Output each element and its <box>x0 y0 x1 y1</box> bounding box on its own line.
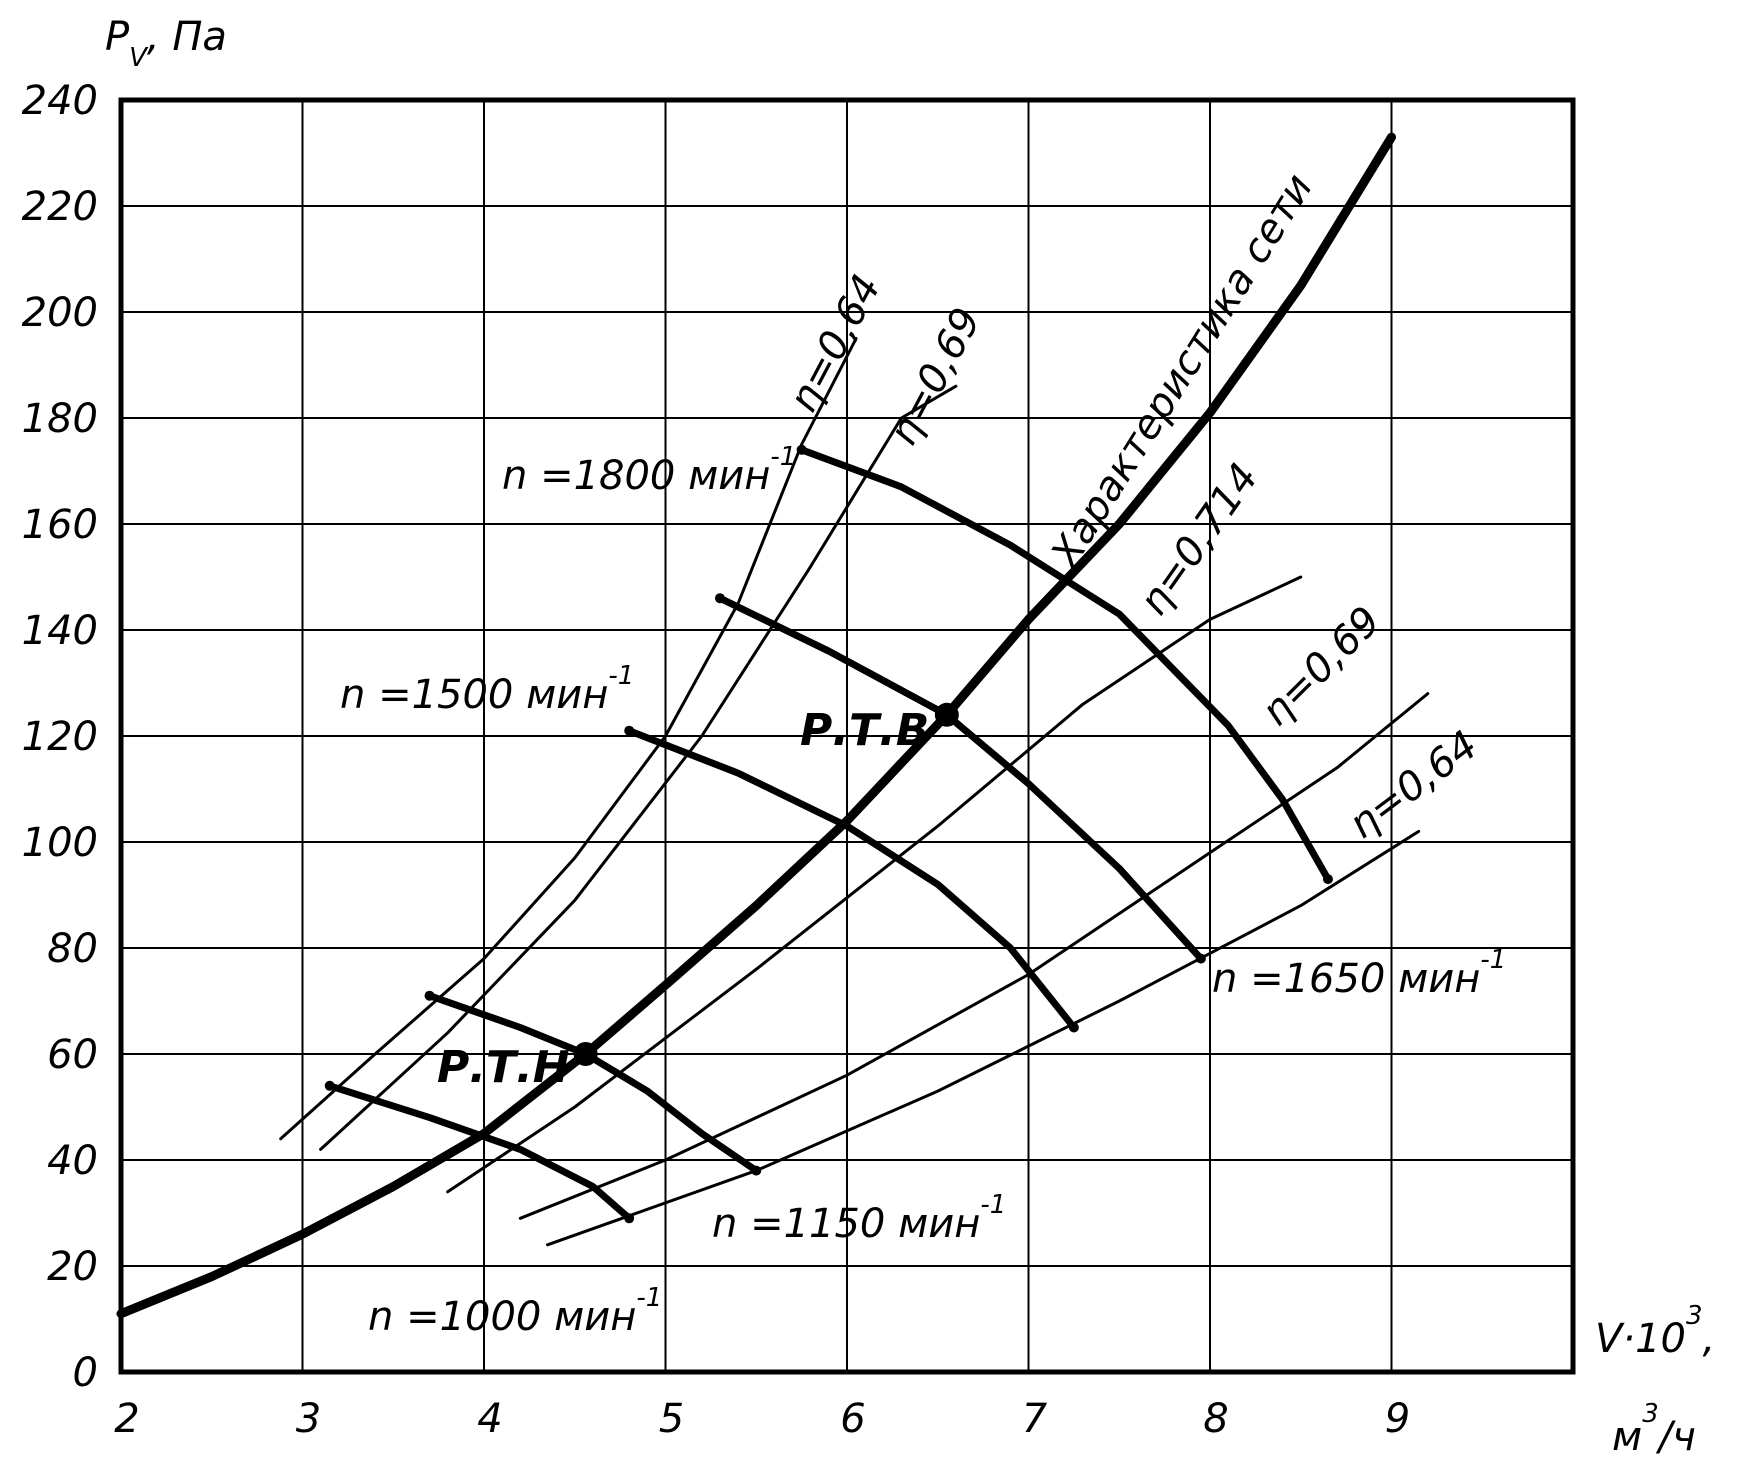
y-tick-label: 40 <box>47 1138 98 1184</box>
x-tick-label: 7 <box>1022 1396 1048 1442</box>
curves <box>116 132 1430 1319</box>
speed-curve <box>426 992 760 1175</box>
speed-curve-endpoint <box>1195 953 1206 964</box>
speed-curve-endpoint <box>796 444 807 455</box>
speed-curve-endpoint <box>624 1213 635 1224</box>
speed-curve <box>798 446 1332 883</box>
label-n1800: n =1800 мин-1 <box>502 442 796 499</box>
y-tick-label: 200 <box>22 290 98 336</box>
y-tick-label: 60 <box>47 1032 98 1078</box>
speed-curve-endpoint <box>324 1080 335 1091</box>
network-curve <box>116 132 1396 1319</box>
y-tick-label: 120 <box>22 714 98 760</box>
speed-curve <box>716 594 1205 963</box>
efficiency-curve <box>279 337 858 1141</box>
y-tick-label: 160 <box>22 502 98 548</box>
label-rtn: Р.Т.Н <box>437 1042 570 1093</box>
y-tick-label: 100 <box>22 820 98 866</box>
y-tick-label: 20 <box>47 1244 98 1290</box>
y-axis-label: PV, Па <box>105 14 227 73</box>
label-n1000: n =1000 мин-1 <box>368 1283 662 1340</box>
y-tick-label: 220 <box>22 184 98 230</box>
x-axis-unit: м3/ч <box>1612 1399 1696 1460</box>
y-tick-label: 240 <box>22 78 98 124</box>
x-tick-label: 8 <box>1203 1396 1228 1442</box>
plot-frame <box>118 97 1576 1375</box>
x-tick-label: 3 <box>296 1396 321 1442</box>
speed-curve-endpoint <box>714 593 725 604</box>
tick-labels: 0 20 40 60 80 100 120 140 160 180 200 220 240 2 3 4 5 6 7 8… <box>22 78 1411 1442</box>
speed-curve-endpoint <box>751 1165 762 1176</box>
efficiency-curve <box>446 575 1303 1194</box>
y-tick-label: 80 <box>47 926 98 972</box>
speed-curve-endpoint <box>1322 874 1333 885</box>
x-tick-label: 4 <box>477 1396 502 1442</box>
efficiency-curve <box>546 829 1421 1247</box>
speed-curve-endpoint <box>424 990 435 1001</box>
speed-curve <box>625 727 1078 1031</box>
efficiency-curve <box>319 384 958 1151</box>
label-n1650: n =1650 мин-1 <box>1212 945 1506 1002</box>
x-tick-label: 6 <box>840 1396 865 1442</box>
y-tick-label: 180 <box>22 396 98 442</box>
speed-curve <box>326 1082 633 1222</box>
x-tick-label: 9 <box>1385 1396 1410 1442</box>
operating-point <box>573 1042 598 1066</box>
speed-curve-endpoint <box>1068 1022 1079 1033</box>
operating-point <box>934 702 959 727</box>
x-tick-label: 2 <box>114 1396 139 1442</box>
y-tick-label: 0 <box>73 1350 98 1396</box>
grid <box>121 100 1573 1372</box>
speed-curve-endpoint <box>624 725 635 736</box>
label-rtv: Р.Т.В <box>800 705 929 756</box>
label-n1150: n =1150 мин-1 <box>712 1190 1006 1247</box>
label-n1500: n =1500 мин-1 <box>340 661 634 718</box>
y-tick-label: 140 <box>22 608 98 654</box>
x-axis-label: V·103, <box>1595 1301 1715 1362</box>
x-tick-label: 5 <box>659 1396 684 1442</box>
